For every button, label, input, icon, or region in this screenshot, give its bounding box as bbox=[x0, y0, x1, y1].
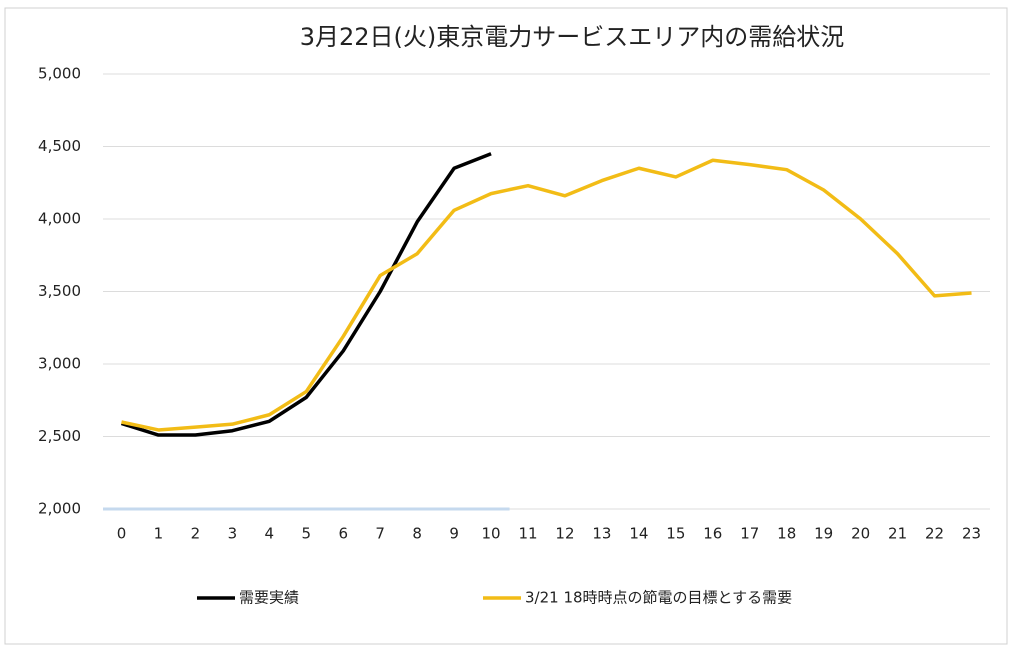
x-tick-label: 3 bbox=[228, 525, 238, 543]
x-tick-label: 19 bbox=[814, 525, 833, 543]
frame bbox=[4, 7, 1008, 645]
y-tick-label: 2,000 bbox=[38, 500, 81, 518]
x-tick-label: 4 bbox=[265, 525, 275, 543]
x-tick-label: 0 bbox=[117, 525, 127, 543]
x-tick-label: 11 bbox=[518, 525, 537, 543]
series-line bbox=[121, 158, 972, 432]
x-tick-label: 21 bbox=[888, 525, 907, 543]
x-tick-label: 12 bbox=[555, 525, 574, 543]
y-tick-label: 5,000 bbox=[38, 65, 81, 83]
x-tick-label: 15 bbox=[666, 525, 685, 543]
y-tick-label: 4,500 bbox=[38, 137, 81, 155]
x-tick-label: 6 bbox=[338, 525, 348, 543]
x-tick-label: 5 bbox=[301, 525, 311, 543]
x-tick-label: 7 bbox=[375, 525, 385, 543]
x-tick-label: 17 bbox=[740, 525, 759, 543]
x-tick-label: 16 bbox=[703, 525, 722, 543]
x-tick-label: 14 bbox=[629, 525, 648, 543]
y-tick-label: 3,000 bbox=[38, 355, 81, 373]
x-tick-label: 13 bbox=[592, 525, 611, 543]
y-tick-label: 2,500 bbox=[38, 427, 81, 445]
x-tick-label: 10 bbox=[482, 525, 501, 543]
series-line bbox=[120, 152, 492, 437]
x-tick-label: 8 bbox=[412, 525, 422, 543]
legend-label: 需要実績 bbox=[239, 589, 299, 607]
legend-label: 3/21 18時時点の節電の目標とする需要 bbox=[525, 589, 792, 607]
x-tick-label: 20 bbox=[851, 525, 870, 543]
x-tick-label: 22 bbox=[925, 525, 944, 543]
chart-title: 3月22日(火)東京電力サービスエリア内の需給状況 bbox=[300, 23, 845, 51]
y-tick-label: 3,500 bbox=[38, 282, 81, 300]
x-tick-label: 2 bbox=[191, 525, 201, 543]
x-tick-label: 1 bbox=[154, 525, 164, 543]
x-tick-label: 9 bbox=[449, 525, 459, 543]
x-tick-label: 23 bbox=[962, 525, 981, 543]
x-tick-label: 18 bbox=[777, 525, 796, 543]
y-tick-label: 4,000 bbox=[38, 210, 81, 228]
